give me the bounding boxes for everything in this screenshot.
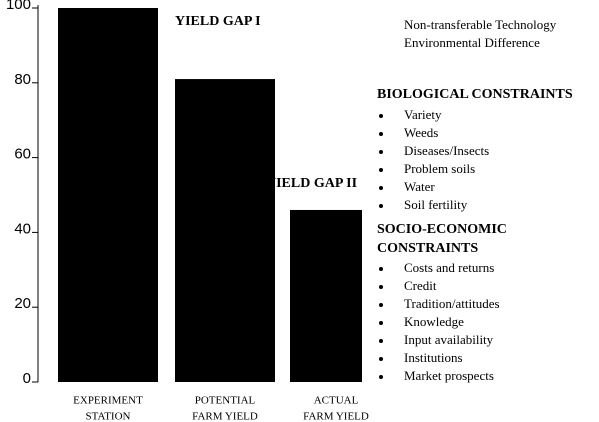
list-item: Water [404, 179, 435, 194]
bullet [379, 132, 383, 136]
list-item: Institutions [404, 350, 463, 365]
note: Environmental Difference [404, 35, 540, 50]
section-title: BIOLOGICAL CONSTRAINTS [377, 87, 573, 102]
y-tick-label: 80 [14, 71, 31, 88]
bar [175, 79, 275, 382]
list-item: Tradition/attitudes [404, 296, 500, 311]
list-item: Diseases/Insects [404, 143, 489, 158]
bullet [379, 285, 383, 289]
y-tick-label: 0 [23, 370, 31, 387]
list-item: Variety [404, 107, 442, 122]
section-title: CONSTRAINTS [377, 241, 478, 256]
bullet [379, 186, 383, 190]
list-item: Problem soils [404, 161, 475, 176]
bullet [379, 321, 383, 325]
bar [58, 8, 158, 382]
y-tick-label: 60 [14, 146, 31, 163]
yield-gap-label: YIELD GAP II [266, 176, 357, 191]
x-tick-label: EXPERIMENT [73, 395, 143, 407]
yield-gap-label: YIELD GAP I [175, 14, 261, 29]
bullet [379, 168, 383, 172]
x-tick-label: FARM YIELD [192, 411, 258, 422]
y-tick-label: 40 [14, 220, 31, 237]
bullet [379, 204, 383, 208]
y-tick-label: 100 [6, 0, 31, 13]
x-tick-label: ACTUAL [314, 395, 359, 407]
list-item: Input availability [404, 332, 494, 347]
list-item: Knowledge [404, 314, 464, 329]
list-item: Weeds [404, 125, 438, 140]
list-item: Market prospects [404, 368, 494, 383]
bar [290, 209, 362, 382]
bullet [379, 267, 383, 271]
bullet [379, 375, 383, 379]
list-item: Soil fertility [404, 197, 468, 212]
list-item: Credit [404, 278, 437, 293]
x-tick-label: POTENTIAL [195, 395, 256, 407]
x-tick-label: STATION [86, 411, 131, 422]
bullet [379, 303, 383, 307]
list-item: Costs and returns [404, 260, 494, 275]
x-tick-label: FARM YIELD [303, 411, 369, 422]
bullet [379, 339, 383, 343]
bullet [379, 114, 383, 118]
note: Non-transferable Technology [404, 17, 557, 32]
bullet [379, 357, 383, 361]
y-tick-label: 20 [14, 295, 31, 312]
section-title: SOCIO-ECONOMIC [377, 222, 507, 237]
bullet [379, 150, 383, 154]
